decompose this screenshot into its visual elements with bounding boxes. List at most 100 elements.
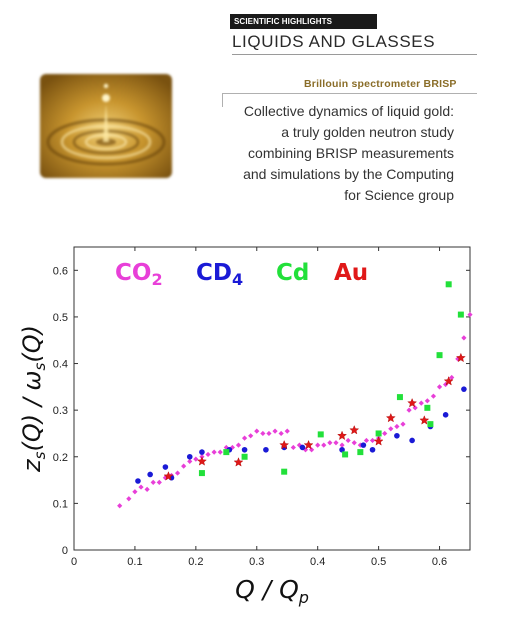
description-line: a truly golden neutron study bbox=[281, 124, 454, 140]
instrument-label: Brillouin spectrometer BRISP bbox=[304, 78, 457, 90]
data-point-au bbox=[373, 436, 384, 446]
y-tick-label: 0 bbox=[62, 545, 68, 557]
description-line: and simulations by the Computing bbox=[243, 166, 454, 182]
x-tick-label: 0.5 bbox=[371, 556, 386, 568]
data-point-co2 bbox=[363, 437, 370, 444]
data-point-co2 bbox=[193, 456, 199, 462]
data-point-cd bbox=[342, 451, 349, 458]
title-divider bbox=[232, 54, 477, 55]
data-point-co2 bbox=[260, 430, 266, 437]
data-point-co2 bbox=[254, 428, 260, 434]
report-header: SCIENTIFIC HIGHLIGHTS LIQUIDS AND GLASSE… bbox=[0, 0, 509, 225]
data-point-cd4 bbox=[135, 478, 141, 484]
data-point-cd4 bbox=[241, 446, 248, 453]
data-point-au bbox=[279, 439, 290, 450]
data-point-co2 bbox=[211, 449, 217, 455]
y-tick-label: 0.3 bbox=[53, 405, 68, 417]
legend: CO2 CD4 Cd Au bbox=[115, 260, 368, 289]
data-point-co2 bbox=[156, 479, 162, 486]
data-point-cd4 bbox=[186, 453, 193, 460]
data-point-co2 bbox=[400, 421, 406, 427]
section-title: LIQUIDS AND GLASSES bbox=[232, 32, 436, 51]
data-point-cd bbox=[457, 311, 464, 318]
data-point-co2 bbox=[181, 463, 187, 469]
description-line: combining BRISP measurements bbox=[248, 145, 454, 161]
data-point-cd4 bbox=[461, 386, 467, 392]
data-point-co2 bbox=[449, 374, 455, 381]
data-point-co2 bbox=[436, 384, 443, 390]
data-point-co2 bbox=[430, 393, 437, 399]
data-point-co2 bbox=[327, 440, 333, 446]
y-tick-label: 0.2 bbox=[53, 452, 68, 464]
description-text: Collective dynamics of liquid gold: a tr… bbox=[222, 101, 454, 206]
data-point-cd bbox=[317, 431, 324, 438]
data-point-au bbox=[419, 415, 430, 425]
data-point-co2 bbox=[424, 398, 430, 404]
data-point-cd bbox=[396, 394, 403, 401]
y-axis-label: zs(Q) / ωs(Q) bbox=[18, 325, 49, 473]
data-point-cd4 bbox=[360, 442, 367, 448]
data-point-cd4 bbox=[369, 446, 376, 453]
data-point-co2 bbox=[235, 442, 242, 448]
data-point-cd4 bbox=[394, 432, 400, 439]
data-point-cd bbox=[375, 430, 382, 437]
data-point-co2 bbox=[187, 458, 193, 465]
description-bracket bbox=[222, 93, 223, 107]
plot-frame bbox=[73, 246, 471, 551]
data-point-cd bbox=[436, 352, 443, 359]
y-tick-label: 0.4 bbox=[53, 359, 68, 371]
data-point-au bbox=[163, 471, 174, 481]
data-point-co2 bbox=[144, 486, 150, 492]
data-point-cd bbox=[241, 453, 248, 460]
data-point-cd4 bbox=[339, 446, 345, 453]
data-point-co2 bbox=[339, 442, 345, 448]
data-point-au bbox=[233, 457, 244, 467]
data-point-co2 bbox=[369, 437, 376, 444]
data-point-co2 bbox=[406, 407, 412, 413]
data-point-cd bbox=[281, 468, 288, 475]
x-tick-label: 0.3 bbox=[249, 556, 264, 568]
y-tick-label: 0.1 bbox=[53, 498, 68, 510]
data-point-au bbox=[455, 352, 466, 363]
data-point-co2 bbox=[290, 444, 296, 451]
data-point-co2 bbox=[278, 430, 284, 437]
data-point-co2 bbox=[217, 449, 223, 455]
data-point-cd bbox=[223, 449, 230, 456]
data-point-cd bbox=[427, 421, 434, 428]
data-point-co2 bbox=[461, 335, 467, 341]
data-point-cd4 bbox=[147, 471, 153, 478]
data-point-cd4 bbox=[409, 437, 415, 444]
legend-label-au: Au bbox=[334, 260, 368, 286]
data-point-cd bbox=[198, 470, 205, 477]
x-tick-label: 0.1 bbox=[127, 556, 142, 568]
liquid-drop-logo bbox=[40, 74, 172, 178]
data-point-co2 bbox=[443, 381, 449, 388]
data-point-co2 bbox=[382, 430, 388, 437]
data-point-co2 bbox=[266, 430, 272, 437]
axis-labels: Q / Qp zs(Q) / ωs(Q) bbox=[18, 325, 309, 607]
data-point-cd bbox=[357, 449, 364, 456]
data-point-cd bbox=[424, 404, 431, 411]
data-point-co2 bbox=[241, 435, 248, 441]
legend-label-cd4: CD4 bbox=[196, 260, 243, 289]
chart-svg: 0 0.1 0.2 0.3 0.4 0.5 0.6 0 0.1 0.2 0.3 0.4 0.5 0.6 C… bbox=[18, 246, 473, 607]
data-point-au bbox=[407, 398, 418, 408]
data-point-co2 bbox=[394, 423, 400, 430]
data-point-cd4 bbox=[162, 464, 169, 470]
legend-label-cd: Cd bbox=[276, 260, 309, 286]
data-point-co2 bbox=[321, 442, 327, 448]
data-point-co2 bbox=[205, 451, 211, 458]
section-tag: SCIENTIFIC HIGHLIGHTS bbox=[230, 14, 377, 29]
data-point-co2 bbox=[117, 503, 123, 509]
data-point-co2 bbox=[138, 484, 144, 490]
legend-label-co2: CO2 bbox=[115, 260, 163, 289]
x-axis-label: Q / Qp bbox=[235, 575, 309, 607]
axes: 0 0.1 0.2 0.3 0.4 0.5 0.6 0 0.1 0.2 0.3 0.4 0.5 0.6 bbox=[53, 246, 471, 568]
description-line: for Science group bbox=[344, 187, 454, 203]
data-point-co2 bbox=[284, 428, 290, 434]
data-point-au bbox=[303, 439, 314, 450]
scatter-chart: 0 0.1 0.2 0.3 0.4 0.5 0.6 0 0.1 0.2 0.3 0.4 0.5 0.6 C… bbox=[0, 225, 509, 628]
data-point-co2 bbox=[132, 489, 138, 495]
data-point-cd4 bbox=[442, 412, 449, 418]
data-point-au bbox=[337, 430, 347, 440]
